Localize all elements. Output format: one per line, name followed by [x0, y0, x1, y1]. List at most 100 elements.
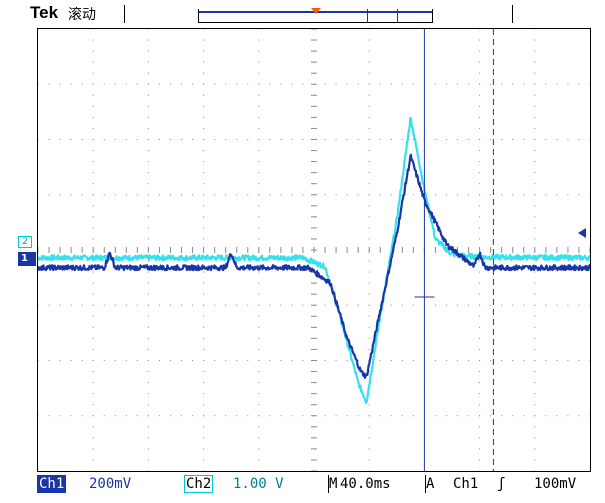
grid-dot [92, 39, 94, 41]
grid-dot [534, 172, 536, 174]
grid-dot [258, 227, 260, 229]
grid-dot [280, 83, 282, 85]
grid-dot [368, 139, 370, 140]
grid-dot [92, 404, 94, 406]
grid-dot [368, 94, 370, 96]
grid-dot [556, 415, 558, 417]
grid-dot [147, 282, 149, 284]
grid-dot [545, 194, 547, 196]
grid-dot [225, 304, 227, 306]
trigger-level-icon[interactable] [578, 228, 586, 238]
grid-dot [92, 304, 94, 306]
grid-dot [445, 304, 447, 306]
grid-dot [258, 337, 260, 339]
trigger-slope-icon[interactable]: ʃ [497, 476, 506, 492]
grid-dot [258, 116, 260, 118]
grid-dot [92, 382, 94, 384]
grid-dot [203, 371, 205, 373]
grid-dot [214, 304, 216, 306]
grid-dot [114, 83, 116, 85]
grid-dot [401, 139, 403, 140]
grid-dot [147, 271, 149, 273]
timebase-value[interactable]: 40.0ms [340, 476, 391, 492]
grid-dot [434, 304, 436, 306]
grid-dot [368, 83, 370, 85]
grid-dot [92, 139, 94, 140]
grid-dot [258, 72, 260, 74]
ch1-scale[interactable]: 200mV [89, 476, 132, 492]
grid-dot [203, 39, 205, 41]
grid-dot [169, 304, 171, 306]
grid-dot [368, 39, 370, 41]
ch1-label[interactable]: Ch1 [37, 475, 67, 493]
grid-dot [225, 415, 227, 417]
grid-dot [578, 415, 580, 417]
trigger-position-icon[interactable] [311, 8, 321, 14]
grid-dot [136, 360, 138, 361]
grid-dot [368, 194, 370, 196]
grid-dot [258, 304, 260, 306]
grid-dot [147, 227, 149, 229]
waveform-display[interactable] [37, 28, 591, 472]
grid-dot [48, 304, 50, 306]
trigger-level[interactable]: 100mV [534, 476, 577, 492]
grid-dot [258, 83, 260, 85]
top-bar: Tek 滚动 [0, 0, 605, 28]
grid-dot [578, 194, 580, 196]
grid-dot [445, 194, 447, 196]
grid-dot [70, 304, 72, 306]
grid-dot [92, 50, 94, 52]
grid-dot [434, 194, 436, 196]
grid-dot [368, 315, 370, 317]
grid-dot [368, 415, 370, 417]
grid-dot [324, 360, 326, 361]
grid-dot [181, 139, 183, 140]
grid-dot [457, 139, 459, 140]
grid-dot [434, 139, 436, 140]
grid-dot [523, 139, 525, 140]
grid-dot [479, 216, 481, 218]
grid-dot [147, 161, 149, 163]
grid-dot [203, 348, 205, 350]
grid-dot [589, 415, 590, 417]
grid-dot [258, 238, 260, 240]
grid-dot [92, 437, 94, 439]
grid-dot [534, 150, 536, 152]
grid-dot [523, 360, 525, 361]
grid-dot [92, 150, 94, 152]
grid-dot [291, 360, 293, 361]
grid-dot [114, 360, 116, 361]
grid-dot [357, 83, 359, 85]
grid-dot [545, 83, 547, 85]
grid-dot [203, 116, 205, 118]
ch2-ground-marker[interactable]: 2 [18, 236, 32, 248]
grid-dot [147, 459, 149, 461]
grid-dot [203, 360, 205, 361]
grid-dot [92, 61, 94, 63]
grid-dot [346, 304, 348, 306]
ch1-ground-marker[interactable]: 1 [18, 252, 36, 266]
grid-dot [412, 415, 414, 417]
grid-dot [192, 304, 194, 306]
grid-dot [368, 304, 370, 306]
ch2-scale[interactable]: 1.00 V [233, 476, 284, 492]
grid-dot [203, 304, 205, 306]
grid-dot [512, 194, 514, 196]
grid-dot [379, 415, 381, 417]
grid-dot [479, 371, 481, 373]
grid-dot [203, 448, 205, 450]
grid-dot [203, 172, 205, 174]
grid-dot [479, 337, 481, 339]
grid-dot [368, 326, 370, 328]
trigger-source[interactable]: Ch1 [453, 476, 479, 492]
grid-dot [136, 304, 138, 306]
grid-dot [258, 50, 260, 52]
grid-dot [280, 194, 282, 196]
grid-dot [92, 470, 94, 471]
grid-dot [468, 304, 470, 306]
ch2-label[interactable]: Ch2 [184, 475, 214, 493]
grid-dot [291, 415, 293, 417]
grid-dot [225, 194, 227, 196]
grid-dot [48, 194, 50, 196]
grid-dot [479, 326, 481, 328]
